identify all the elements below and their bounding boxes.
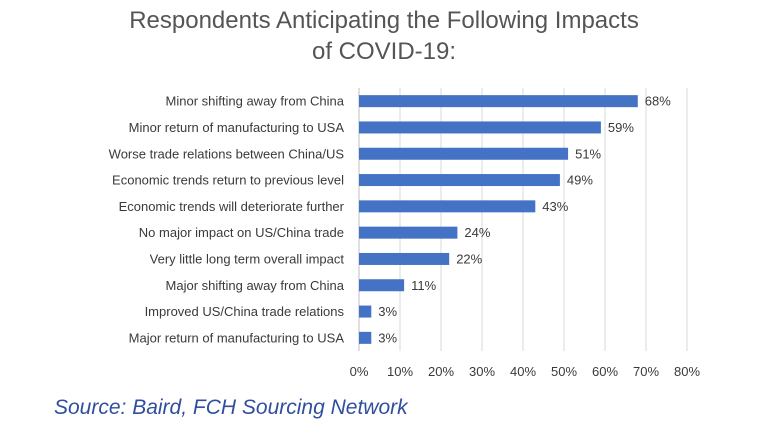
source-note: Source: Baird, FCH Sourcing Network [54,396,408,419]
category-label: Economic trends return to previous level [112,173,344,188]
category-label: Major return of manufacturing to USA [129,330,345,345]
bar [359,174,560,187]
category-label: Economic trends will deteriorate further [119,199,345,214]
x-tick-label: 20% [428,364,454,379]
x-tick-label: 10% [387,364,413,379]
data-label: 68% [645,94,671,109]
data-label: 24% [464,225,490,240]
data-label: 51% [575,146,601,161]
data-label: 59% [608,120,634,135]
category-label: Minor return of manufacturing to USA [129,120,345,135]
x-tick-label: 30% [469,364,495,379]
x-tick-label: 70% [633,364,659,379]
bar [359,279,405,292]
category-label: Minor shifting away from China [166,94,345,109]
bar [359,331,372,344]
category-label: Very little long term overall impact [150,251,345,266]
category-label: No major impact on US/China trade [139,225,344,240]
data-label: 11% [411,278,436,293]
data-label: 3% [378,304,397,319]
bar [359,252,450,265]
x-tick-label: 60% [592,364,618,379]
bar [359,95,638,108]
data-label: 49% [567,173,593,188]
data-label: 3% [378,330,397,345]
bar [359,121,601,134]
bar [359,226,458,239]
x-tick-label: 0% [350,364,369,379]
category-label: Improved US/China trade relations [145,304,345,319]
bar [359,200,536,213]
chart-title-line-1: Respondents Anticipating the Following I… [129,7,639,34]
category-label: Major shifting away from China [166,278,345,293]
category-label: Worse trade relations between China/US [109,146,345,161]
bar [359,305,372,318]
x-tick-label: 80% [674,364,700,379]
data-label: 22% [456,251,482,266]
bar [359,147,569,160]
chart-title-line-2: of COVID-19: [311,38,457,65]
x-tick-label: 50% [551,364,577,379]
data-label: 43% [542,199,568,214]
x-tick-label: 40% [510,364,536,379]
